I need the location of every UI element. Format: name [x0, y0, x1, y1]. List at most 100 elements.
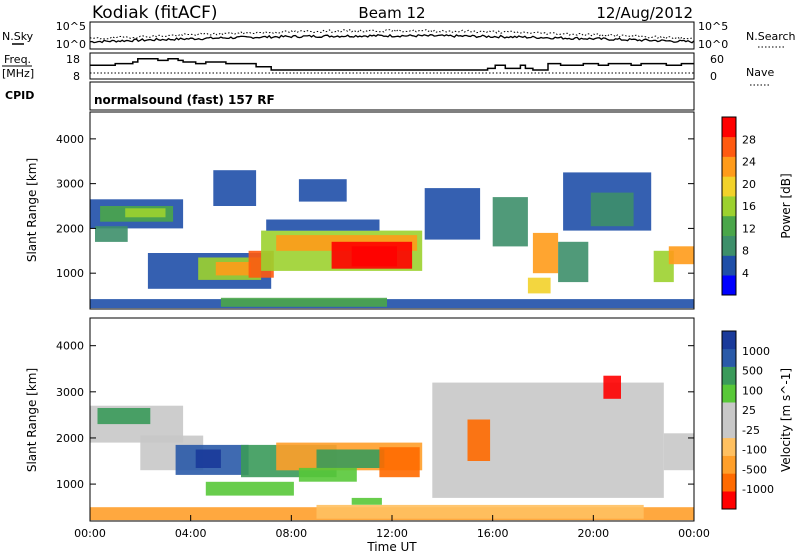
nsearch-line — [89, 28, 695, 40]
velocity-swatch-0 — [722, 491, 736, 510]
power-cbar-tick-28: 28 — [742, 133, 756, 146]
cpid-frame — [89, 81, 695, 111]
power-ytick-label-3000: 3000 — [56, 178, 84, 191]
velocity-patch-7 — [316, 449, 385, 468]
xtick-label-6: 00:00 — [678, 527, 710, 540]
power-swatch-3 — [722, 215, 736, 236]
freq-step-line — [90, 58, 694, 71]
power-patches — [90, 170, 694, 309]
power-patch-13 — [213, 170, 257, 206]
power-swatch-6 — [722, 156, 736, 177]
noise-ytick-top-left: 10^5 — [56, 20, 86, 33]
velocity-panel: 1000 2000 3000 4000 00:00 04:00 08:00 12:00 16:… — [25, 317, 710, 554]
velocity-colorbar-ticks: -1000 -500 -100 -25 25 100 500 1000 — [742, 345, 774, 496]
power-swatch-1 — [722, 255, 736, 276]
velocity-colorbar-label: Velocity [m s^-1] — [779, 368, 793, 472]
nsky-label: N.Sky — [2, 30, 34, 43]
velocity-ytick-label-2000: 2000 — [56, 432, 84, 445]
velocity-swatch-3 — [722, 437, 736, 456]
velocity-cbar-tick-4: 25 — [742, 404, 756, 417]
noise-ytick-bottom-left: 10^0 — [56, 38, 86, 51]
velocity-yticks: 1000 2000 3000 4000 — [56, 340, 694, 491]
power-patch-16 — [492, 197, 528, 247]
velocity-ytick-label-4000: 4000 — [56, 340, 84, 353]
power-swatch-7 — [722, 136, 736, 157]
velocity-xticks: 00:00 04:00 08:00 12:00 16:00 20:00 00:00 — [74, 515, 710, 540]
velocity-swatch-5 — [722, 402, 736, 421]
nsky-line — [89, 33, 695, 44]
velocity-patch-11 — [351, 497, 382, 505]
power-ylabel: Slant Range [km] — [25, 158, 39, 262]
power-patch-17 — [532, 232, 559, 274]
power-panel-frame — [89, 111, 695, 310]
velocity-patch-13 — [467, 419, 491, 461]
power-colorbar: 4 8 12 16 20 24 28 Power [dB] — [721, 116, 793, 296]
power-patch-6 — [215, 262, 251, 276]
xtick-label-0: 00:00 — [74, 527, 106, 540]
noise-ytick-bottom-right: 10^0 — [698, 38, 728, 51]
velocity-cbar-tick-5: 100 — [742, 384, 763, 397]
power-patch-12 — [266, 219, 380, 231]
noise-lines — [89, 28, 695, 44]
power-cbar-tick-24: 24 — [742, 156, 756, 169]
power-colorbar-frame — [721, 116, 737, 296]
noise-ytick-top-right: 10^5 — [698, 20, 728, 33]
velocity-swatch-4 — [722, 420, 736, 439]
power-swatch-0 — [722, 275, 736, 296]
freq-panel-frame — [89, 52, 695, 80]
velocity-patch-4 — [195, 449, 221, 468]
power-patch-18 — [527, 277, 551, 294]
power-swatch-2 — [722, 235, 736, 256]
power-patch-24 — [90, 299, 694, 309]
power-colorbar-label: Power [dB] — [779, 173, 793, 238]
power-patch-14 — [298, 179, 347, 202]
power-patch-15 — [424, 188, 481, 240]
velocity-patch-12 — [432, 382, 664, 498]
beam-title: Beam 12 — [358, 4, 425, 22]
velocity-cbar-tick-0: -1000 — [742, 483, 774, 496]
velocity-colorbar: -1000 -500 -100 -25 25 100 500 1000 Velocity [m… — [721, 330, 793, 510]
velocity-patches — [90, 375, 694, 521]
velocity-cbar-tick-7: 1000 — [742, 345, 770, 358]
cpid-text: normalsound (fast) 157 RF — [94, 93, 275, 107]
velocity-patch-17 — [316, 504, 644, 519]
power-yticks: 1000 2000 3000 4000 — [56, 133, 694, 280]
velocity-swatch-7 — [722, 366, 736, 385]
velocity-xlabel: Time UT — [366, 540, 417, 554]
power-patch-2 — [125, 208, 166, 218]
velocity-colorbar-frame — [721, 330, 737, 510]
velocity-swatch-6 — [722, 384, 736, 403]
power-patch-3 — [95, 226, 128, 242]
freq-label: Freq. — [4, 53, 31, 66]
power-swatch-5 — [722, 176, 736, 197]
nave-ytick-60: 60 — [710, 53, 724, 66]
noise-panel-frame — [89, 21, 695, 50]
power-cbar-tick-4: 4 — [742, 267, 749, 280]
freq-panel: 18 8 60 0 — [66, 52, 724, 83]
xtick-label-4: 16:00 — [477, 527, 509, 540]
velocity-patch-10 — [298, 467, 357, 482]
velocity-swatch-9 — [722, 331, 736, 350]
nave-label: Nave — [746, 66, 774, 79]
velocity-patch-8 — [379, 447, 420, 478]
velocity-cbar-tick-3: -25 — [742, 424, 760, 437]
freq-unit-label: [MHz] — [2, 67, 34, 80]
power-patch-11 — [351, 246, 397, 267]
power-patch-22 — [653, 250, 674, 283]
velocity-cbar-tick-1: -500 — [742, 463, 767, 476]
velocity-swatch-8 — [722, 348, 736, 367]
power-colorbar-ticks: 4 8 12 16 20 24 28 — [742, 133, 756, 279]
power-cbar-tick-16: 16 — [742, 200, 756, 213]
cpid-label: CPID — [5, 89, 34, 102]
xtick-label-2: 08:00 — [275, 527, 307, 540]
power-ytick-label-4000: 4000 — [56, 133, 84, 146]
nsearch-label: N.Search — [746, 30, 796, 43]
velocity-ylabel: Slant Range [km] — [25, 368, 39, 472]
velocity-swatch-1 — [722, 473, 736, 492]
power-cbar-tick-12: 12 — [742, 222, 756, 235]
power-colorbar-swatches — [722, 117, 736, 296]
velocity-patch-15 — [663, 433, 694, 471]
station-title: Kodiak (fitACF) — [92, 3, 218, 23]
power-cbar-tick-8: 8 — [742, 245, 749, 258]
